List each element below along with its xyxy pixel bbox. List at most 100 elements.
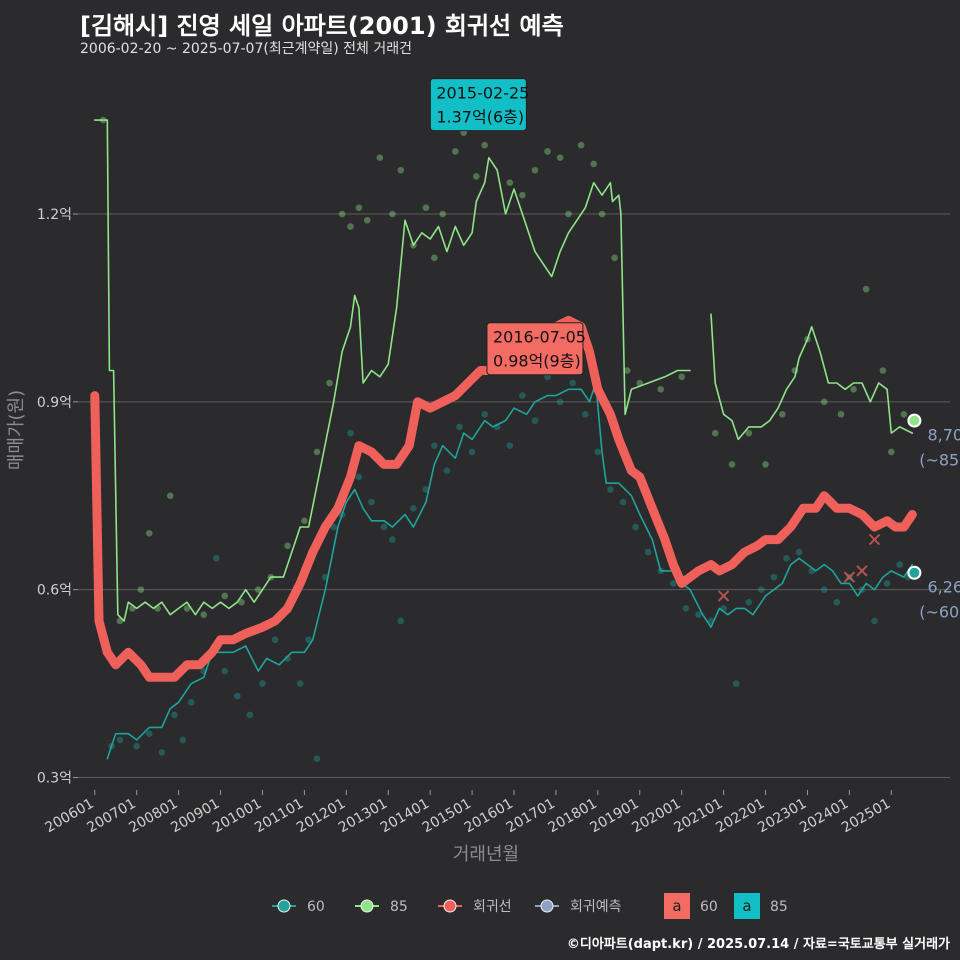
scatter-point-85 (431, 254, 438, 262)
scatter-point-60 (187, 699, 195, 706)
regression-point (856, 565, 868, 577)
scatter-point-60 (632, 523, 639, 531)
scatter-point-85 (472, 173, 480, 180)
scatter-point-85 (145, 530, 153, 537)
scatter-point-85 (598, 210, 606, 218)
legend-item-label: 60 (700, 899, 718, 915)
scatter-point-60 (758, 586, 765, 593)
scatter-point-60 (531, 417, 539, 424)
regression-point (868, 533, 881, 546)
scatter-point-85 (556, 154, 564, 161)
legend-item-label: 회귀예측 (570, 899, 622, 915)
legend-key-box (664, 893, 690, 919)
scatter-point-60 (330, 523, 338, 531)
legend-item-label: 60 (307, 899, 325, 915)
scatter-point-60 (732, 680, 740, 687)
annotation-price-60: 0.98억(9층) (493, 352, 581, 371)
scatter-point-60 (745, 598, 753, 606)
scatter-point-85 (397, 166, 405, 174)
scatter-point-85 (166, 492, 174, 500)
scatter-point-60 (468, 448, 476, 456)
scatter-layer (99, 110, 912, 762)
scatter-point-60 (883, 580, 891, 587)
scatter-point-85 (820, 398, 828, 406)
scatter-point-85 (506, 179, 514, 186)
scatter-point-60 (246, 711, 254, 719)
scatter-point-85 (837, 411, 845, 418)
end-label-value-85: 8,700 (927, 426, 960, 445)
scatter-point-85 (137, 586, 145, 593)
scatter-point-60 (695, 611, 702, 618)
legend-item-label: 85 (770, 899, 788, 915)
y-tick-label: 0.9억 (37, 395, 72, 411)
scatter-point-85 (355, 204, 363, 212)
scatter-point-85 (862, 285, 870, 293)
scatter-point-60 (481, 411, 488, 418)
scatter-point-60 (644, 548, 652, 556)
legend-key-point (540, 899, 554, 913)
scatter-point-60 (556, 398, 564, 406)
legend-key-point (360, 899, 374, 913)
scatter-point-85 (711, 429, 719, 437)
series-line-85 (94, 119, 691, 622)
scatter-point-60 (569, 379, 576, 387)
scatter-point-60 (213, 555, 220, 562)
scatter-point-85 (590, 160, 597, 168)
scatter-point-60 (820, 586, 828, 593)
regression-point (843, 571, 856, 583)
scatter-point-60 (431, 442, 438, 449)
scatter-point-85 (577, 141, 585, 149)
scatter-point-85 (481, 141, 488, 149)
legend: 60 85 회귀선 회귀예측 a 60 a 85 (272, 893, 788, 919)
end-point-85 (907, 413, 922, 428)
scatter-point-60 (795, 548, 803, 556)
scatter-point-60 (305, 636, 312, 644)
scatter-point-60 (871, 617, 878, 625)
scatter-point-60 (770, 573, 778, 581)
scatter-point-60 (670, 580, 677, 587)
scatter-point-60 (443, 467, 451, 474)
footer-credit: ©디아파트(dapt.kr) / 2025.07.14 / 자료=국토교통부 실… (566, 937, 950, 952)
axis-layer: 0.3억0.6억0.9억1.2억200601200701200801200901… (6, 207, 893, 865)
annotation-layer: 8,700 (~85㎡) 6,267 (~60㎡) 2015-02-25 1.37억(6층… (429, 78, 960, 622)
scatter-point-60 (519, 392, 526, 399)
scatter-point-85 (728, 461, 736, 468)
scatter-point-60 (313, 755, 321, 762)
scatter-point-85 (623, 367, 631, 374)
series-line-60 (106, 382, 914, 760)
scatter-point-85 (284, 542, 291, 550)
scatter-point-85 (452, 148, 459, 155)
scatter-point-60 (296, 680, 304, 687)
scatter-point-60 (133, 742, 140, 750)
scatter-point-85 (544, 148, 551, 155)
y-axis-title: 매매가(원) (6, 390, 27, 470)
scatter-point-60 (284, 655, 291, 662)
legend-item-label: 회귀선 (473, 899, 512, 915)
scatter-point-60 (389, 536, 396, 543)
scatter-point-85 (879, 367, 887, 374)
scatter-point-60 (506, 442, 514, 449)
scatter-point-60 (158, 749, 166, 756)
scatter-point-85 (422, 204, 430, 212)
lines-layer (90, 119, 917, 760)
scatter-point-85 (301, 517, 308, 525)
regression-point (717, 590, 730, 602)
scatter-point-60 (456, 423, 463, 431)
scatter-point-85 (313, 448, 321, 456)
scatter-point-85 (900, 411, 908, 418)
page-title: [김해시] 진영 세일 아파트(2001) 회귀선 예측 (80, 12, 564, 40)
scatter-point-85 (221, 592, 229, 600)
scatter-point-85 (347, 223, 354, 230)
scatter-point-60 (594, 448, 602, 456)
scatter-point-85 (254, 586, 262, 593)
scatter-point-85 (762, 461, 769, 468)
scatter-point-85 (326, 379, 333, 387)
scatter-point-60 (410, 504, 417, 512)
scatter-point-60 (783, 555, 790, 562)
scatter-point-85 (531, 166, 539, 174)
y-tick-label: 0.3억 (37, 770, 72, 786)
legend-item-label: 85 (390, 899, 408, 915)
scatter-point-85 (565, 210, 572, 218)
page-subtitle: 2006-02-20 ~ 2025-07-07(최근계약일) 전체 거래건 (80, 41, 412, 57)
scatter-point-85 (678, 373, 685, 381)
